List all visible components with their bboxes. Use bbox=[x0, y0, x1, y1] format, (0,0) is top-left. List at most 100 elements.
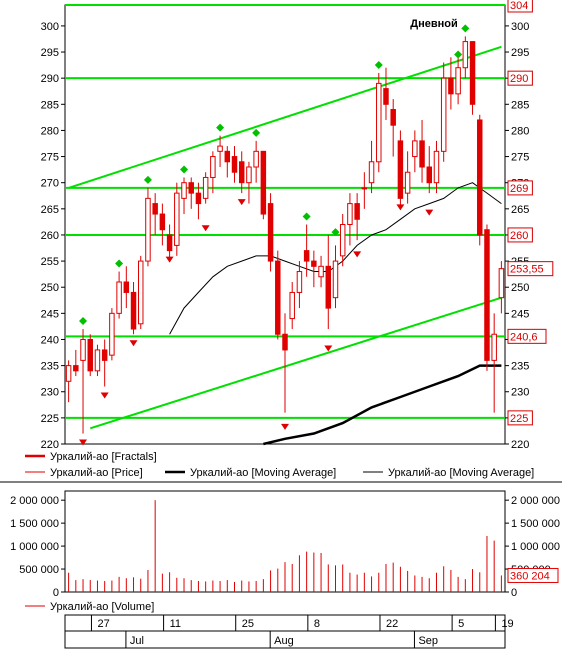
candle bbox=[174, 182, 180, 256]
candle bbox=[426, 146, 432, 194]
price-label: 260 bbox=[510, 230, 528, 242]
candle-body bbox=[390, 109, 396, 126]
y-tick-label-right: 300 bbox=[511, 21, 529, 33]
candle bbox=[166, 224, 173, 262]
fractal-up-marker bbox=[252, 128, 261, 137]
candle bbox=[73, 349, 79, 377]
candle-body bbox=[419, 140, 425, 168]
price-label: 304 bbox=[510, 0, 528, 12]
candle-body bbox=[109, 312, 115, 356]
candle-body bbox=[224, 150, 231, 163]
candle-body bbox=[73, 365, 79, 372]
legend-label: Уркалий-ао [Price] bbox=[50, 467, 143, 479]
fractal-up-marker bbox=[461, 24, 470, 33]
y-tick-label-left: 265 bbox=[41, 204, 59, 216]
candle-body bbox=[188, 182, 194, 194]
price-label: 290 bbox=[510, 73, 528, 85]
fractal-down-marker bbox=[425, 209, 434, 216]
candle-body bbox=[289, 291, 295, 320]
price-label-box bbox=[507, 410, 533, 426]
y-tick-label-right: 280 bbox=[511, 125, 529, 137]
candle-body bbox=[361, 187, 368, 190]
candle bbox=[224, 146, 231, 178]
price-label-box bbox=[507, 180, 533, 196]
candle bbox=[332, 245, 339, 309]
candle bbox=[202, 172, 209, 204]
candle-body bbox=[412, 140, 418, 158]
candle bbox=[397, 130, 404, 209]
price-label-box bbox=[507, 0, 533, 13]
candle bbox=[188, 177, 194, 209]
candle-body bbox=[116, 281, 122, 314]
y-tick-label-right: 250 bbox=[511, 282, 529, 294]
candle bbox=[152, 193, 158, 235]
candle bbox=[238, 151, 245, 194]
fractal-down-marker bbox=[237, 199, 246, 206]
candle bbox=[455, 52, 461, 105]
candle bbox=[440, 62, 447, 162]
candle bbox=[368, 140, 375, 194]
candle bbox=[296, 261, 303, 309]
fractal-up-marker bbox=[302, 212, 311, 221]
fractal-down-marker bbox=[100, 392, 109, 399]
candle-body bbox=[195, 192, 202, 205]
candle-body bbox=[325, 265, 332, 309]
candle-body bbox=[181, 182, 187, 199]
month-label: Sep bbox=[418, 635, 438, 647]
candle bbox=[116, 271, 122, 319]
candle bbox=[412, 130, 418, 173]
y-tick-label-left: 220 bbox=[41, 439, 59, 451]
candle-body bbox=[260, 150, 267, 215]
fractal-up-marker bbox=[115, 259, 124, 268]
candle-body bbox=[238, 161, 245, 184]
candle-body bbox=[303, 250, 310, 262]
fractal-down-marker bbox=[324, 345, 333, 352]
y-tick-label-right: 295 bbox=[511, 47, 529, 59]
channel-lower-line bbox=[89, 296, 502, 430]
candle-body bbox=[101, 349, 108, 361]
candle bbox=[339, 214, 346, 267]
fractal-up-marker bbox=[143, 175, 152, 184]
fractal-down-marker bbox=[129, 340, 138, 347]
candle bbox=[101, 339, 108, 387]
y-tick-label-right: 235 bbox=[511, 361, 529, 373]
candle bbox=[433, 140, 440, 194]
channel-upper-line bbox=[68, 45, 502, 189]
day-label: 19 bbox=[501, 618, 513, 630]
price-label-box bbox=[507, 328, 547, 344]
fractal-up-marker bbox=[180, 165, 189, 174]
candle bbox=[361, 172, 368, 209]
fractal-down-marker bbox=[79, 439, 88, 446]
candle-body bbox=[296, 271, 303, 293]
candle-body bbox=[433, 150, 440, 184]
candle-body bbox=[448, 77, 454, 95]
candle-body bbox=[65, 365, 72, 382]
volume-tick-label-right: 2 000 000 bbox=[511, 495, 560, 507]
candle-body bbox=[152, 203, 158, 215]
candle-body bbox=[397, 140, 404, 199]
candle bbox=[448, 57, 454, 110]
moving-average-thick bbox=[263, 364, 502, 446]
candle-body bbox=[354, 203, 360, 220]
candle bbox=[484, 224, 490, 371]
volume-tick-label-left: 2 000 000 bbox=[10, 495, 59, 507]
candle bbox=[94, 344, 101, 377]
candle bbox=[289, 281, 295, 330]
candle-body bbox=[202, 176, 209, 199]
candle-body bbox=[332, 260, 339, 299]
candle-body bbox=[368, 161, 375, 184]
legend-label: Уркалий-ао [Moving Average] bbox=[190, 467, 336, 479]
candle bbox=[498, 261, 505, 314]
candle bbox=[282, 313, 288, 413]
candle-body bbox=[462, 41, 469, 69]
fractal-down-marker bbox=[353, 251, 362, 258]
y-tick-label-left: 235 bbox=[41, 361, 59, 373]
legend-label: Уркалий-ао [Moving Average] bbox=[388, 467, 534, 479]
candle-body bbox=[267, 203, 274, 262]
y-tick-label-left: 245 bbox=[41, 308, 59, 320]
candle bbox=[383, 67, 389, 120]
candle bbox=[65, 360, 72, 403]
candle-body bbox=[275, 260, 281, 335]
